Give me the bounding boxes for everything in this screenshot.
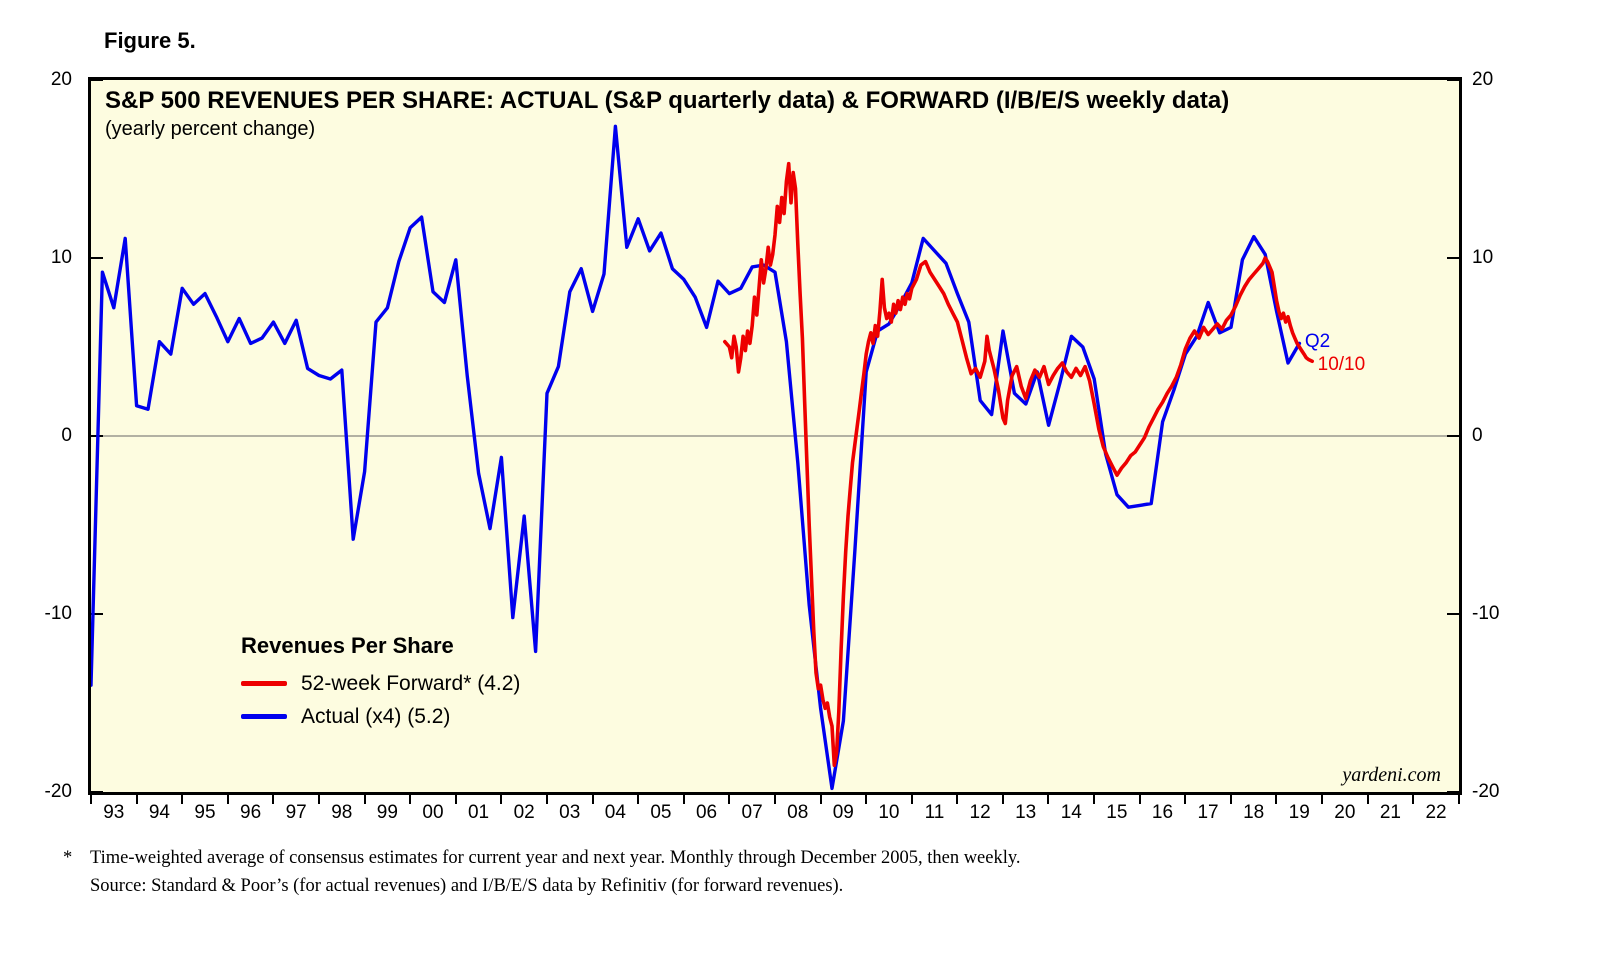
y-axis-label: -10 [44, 603, 72, 624]
series-line [722, 161, 1314, 768]
x-axis-label: 22 [1425, 802, 1447, 823]
x-axis-label: 10 [878, 802, 900, 823]
legend: Revenues Per Share 52-week Forward* (4.2… [241, 633, 520, 733]
x-axis-label: 18 [1243, 802, 1265, 823]
x-axis-label: 04 [604, 802, 626, 823]
y-axis-left: 20 10 0 -10 -20 [0, 69, 72, 802]
series-line [91, 124, 1302, 791]
x-axis-year-cell: 14 [1047, 795, 1094, 825]
x-axis-label: 99 [376, 802, 398, 823]
figure-label: Figure 5. [104, 28, 196, 53]
x-axis-year-cell: 13 [1001, 795, 1049, 825]
y-axis-label: 0 [1472, 425, 1483, 446]
x-axis-year-cell: 96 [226, 795, 274, 825]
x-axis-label: 19 [1288, 802, 1310, 823]
x-axis-year-cell: 12 [956, 795, 1003, 825]
x-axis-year-cell: 21 [1366, 795, 1414, 825]
footnote-line-2: Source: Standard & Poor’s (for actual re… [90, 875, 844, 896]
x-axis-year-cell: 98 [317, 795, 365, 825]
x-axis-label: 11 [924, 802, 945, 823]
x-axis: 93 94 95 96 97 98 99 00 01 02 03 04 05 06 07 08 09 10 11 12… [90, 795, 1460, 825]
series-end-annotation: 10/10 [1317, 353, 1366, 375]
actual-line-swatch-icon [241, 714, 287, 719]
x-axis-label: 05 [650, 802, 672, 823]
y-axis-label: -20 [1472, 781, 1500, 802]
x-axis-year-cell: 97 [272, 795, 319, 825]
x-axis-year-cell: 01 [454, 795, 502, 825]
x-axis-year-cell: 16 [1138, 795, 1186, 825]
x-axis-year-cell: 22 [1412, 795, 1459, 825]
x-axis-year-cell: 10 [865, 795, 912, 825]
x-axis-label: 15 [1106, 802, 1128, 823]
x-axis-year-cell: 93 [90, 795, 137, 825]
x-axis-label: 95 [194, 802, 216, 823]
x-axis-year-cell: 09 [819, 795, 867, 825]
legend-label-actual: Actual (x4) (5.2) [301, 704, 451, 728]
x-axis-label: 03 [559, 802, 581, 823]
x-axis-label: 02 [513, 802, 535, 823]
footnote-text: Time-weighted average of consensus estim… [90, 845, 1021, 901]
x-axis-year-cell: 07 [728, 795, 775, 825]
chart-subtitle: (yearly percent change) [105, 118, 316, 140]
x-axis-year-cell: 99 [363, 795, 411, 825]
y-axis-label: -20 [44, 781, 72, 802]
forward-line-swatch-icon [241, 681, 287, 686]
y-axis-label: 10 [50, 247, 72, 268]
x-axis-label: 01 [467, 802, 490, 823]
x-axis-label: 16 [1151, 802, 1174, 823]
x-axis-label: 08 [787, 802, 809, 823]
x-axis-year-cell: 03 [545, 795, 593, 825]
footnote: * Time-weighted average of consensus est… [63, 845, 1021, 901]
chart-title: S&P 500 REVENUES PER SHARE: ACTUAL (S&P … [105, 87, 1230, 114]
x-axis-label: 00 [422, 802, 444, 823]
y-axis-label: 10 [1472, 247, 1494, 268]
plot-canvas [91, 80, 1459, 792]
x-axis-year-cell: 11 [910, 795, 958, 825]
plot-area: S&P 500 REVENUES PER SHARE: ACTUAL (S&P … [88, 77, 1462, 795]
x-axis-year-cell: 95 [181, 795, 228, 825]
x-axis-year-cell: 19 [1275, 795, 1322, 825]
footnote-marker: * [63, 848, 73, 868]
legend-entry-forward: 52-week Forward* (4.2) [241, 667, 520, 700]
x-axis-year-cell: 18 [1229, 795, 1277, 825]
y-axis-label: -10 [1472, 603, 1500, 624]
series-end-annotation: Q2 [1304, 330, 1331, 352]
y-axis-right: 20 10 0 -10 -20 [1472, 69, 1544, 802]
x-axis-year-cell: 20 [1321, 795, 1368, 825]
y-axis-label: 0 [61, 425, 72, 446]
watermark: yardeni.com [1342, 764, 1441, 786]
x-axis-label: 97 [285, 802, 307, 823]
y-axis-label: 20 [1472, 69, 1494, 90]
x-axis-label: 12 [969, 802, 991, 823]
footnote-line-1: Time-weighted average of consensus estim… [90, 848, 1021, 868]
x-axis-label: 21 [1379, 802, 1401, 823]
x-axis-year-cell: 15 [1093, 795, 1140, 825]
x-axis-label: 06 [695, 802, 718, 823]
x-axis-year-cell: 17 [1184, 795, 1231, 825]
x-axis-label: 94 [148, 802, 170, 823]
legend-entry-actual: Actual (x4) (5.2) [241, 700, 520, 733]
x-axis-label: 96 [240, 802, 262, 823]
x-axis-label: 20 [1334, 802, 1356, 823]
x-axis-label: 13 [1015, 802, 1037, 823]
x-axis-year-cell: 00 [409, 795, 456, 825]
legend-heading: Revenues Per Share [241, 633, 454, 658]
x-axis-year-cell: 05 [637, 795, 684, 825]
x-axis-year-cell: 02 [500, 795, 547, 825]
x-axis-year-cell: 08 [773, 795, 821, 825]
x-axis-label: 09 [832, 802, 854, 823]
x-axis-label: 14 [1060, 802, 1082, 823]
x-axis-year-cell: 04 [591, 795, 639, 825]
x-axis-label: 93 [103, 802, 125, 823]
x-axis-year-cell: 94 [135, 795, 183, 825]
chart-title-block: S&P 500 REVENUES PER SHARE: ACTUAL (S&P … [105, 87, 1229, 141]
legend-label-forward: 52-week Forward* (4.2) [301, 671, 521, 695]
x-axis-label: 98 [331, 802, 353, 823]
x-axis-year-cell: 06 [682, 795, 730, 825]
x-axis-label: 17 [1197, 802, 1219, 823]
y-axis-label: 20 [50, 69, 72, 90]
x-axis-label: 07 [741, 802, 763, 823]
